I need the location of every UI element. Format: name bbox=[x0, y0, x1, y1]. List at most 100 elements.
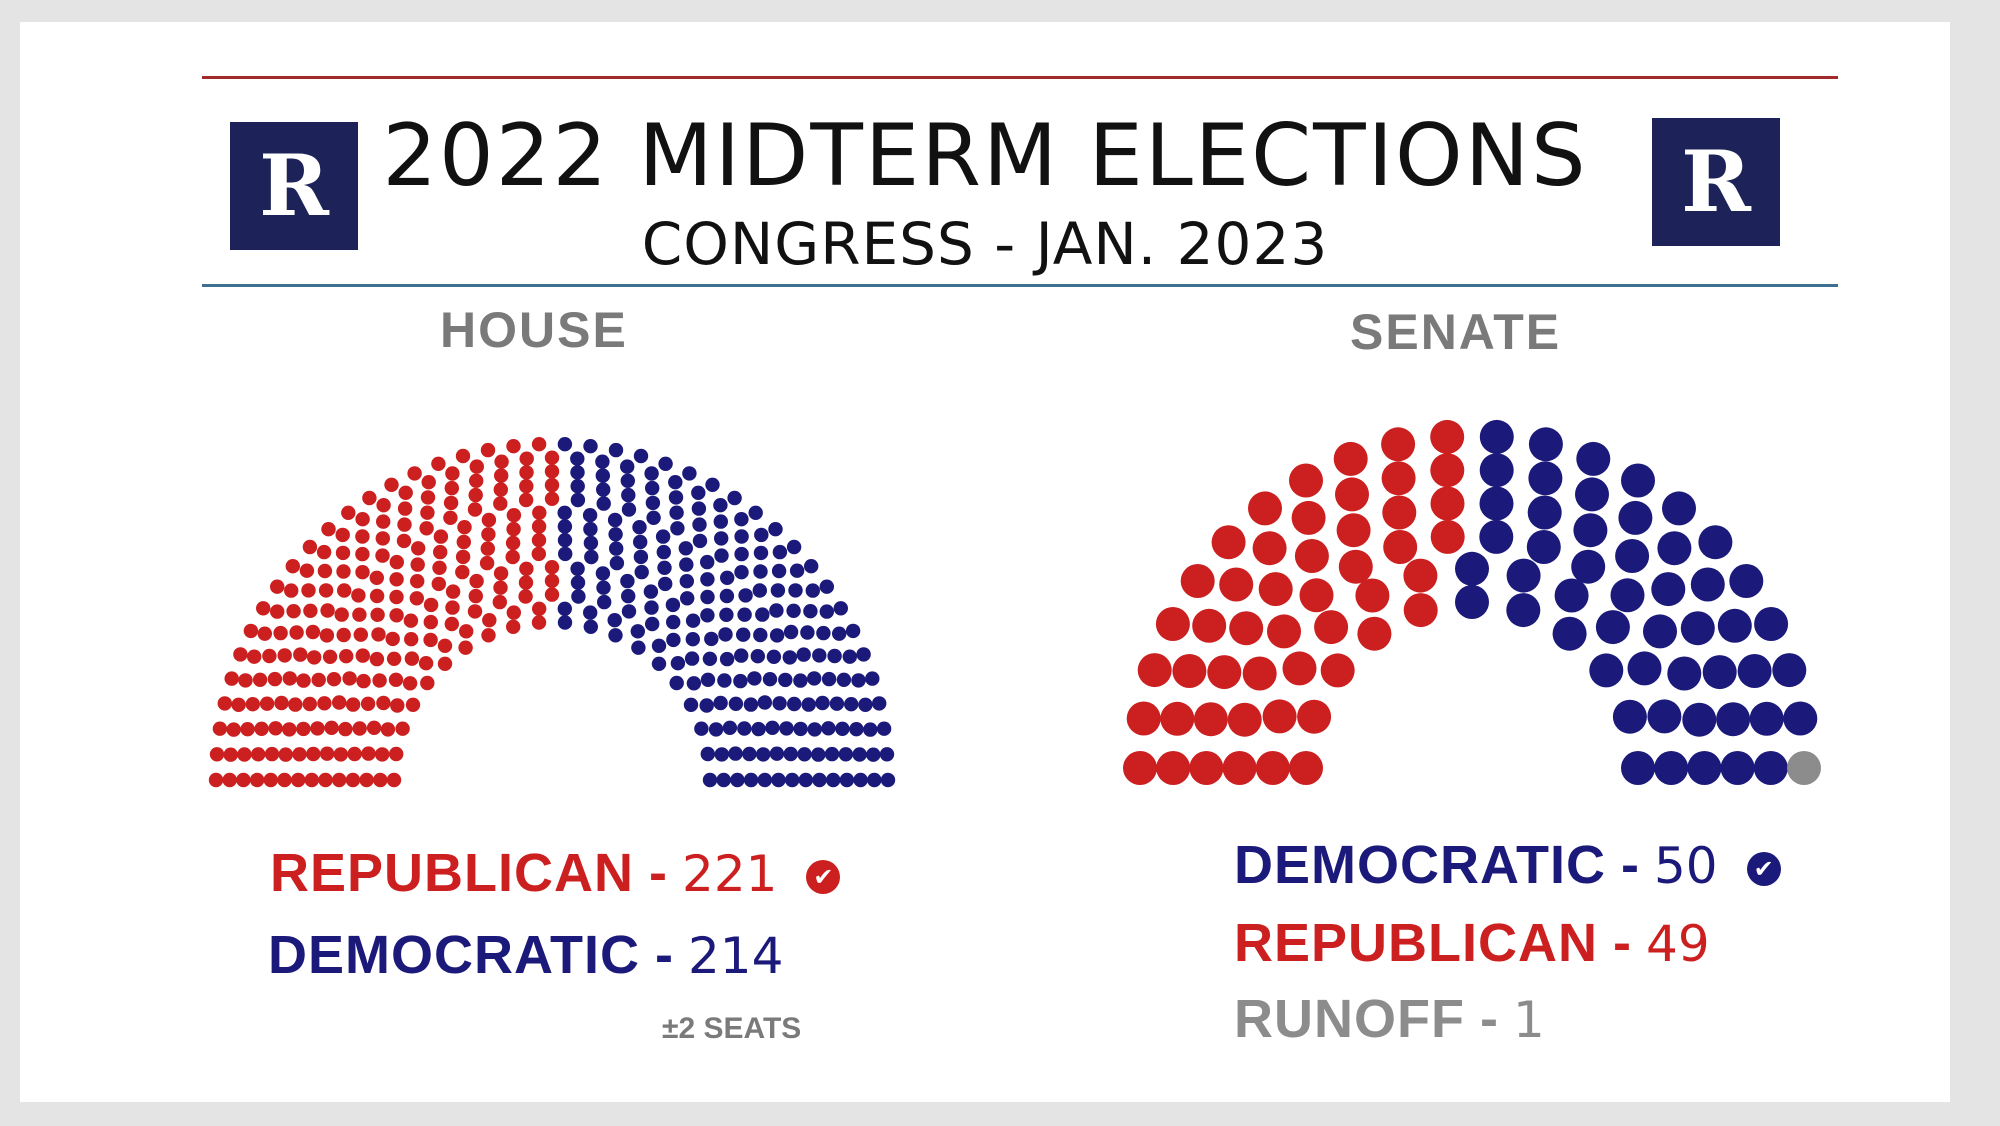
seat-democratic bbox=[787, 696, 802, 712]
seat-democratic bbox=[630, 624, 645, 639]
seat-republican bbox=[531, 437, 547, 452]
seat-republican bbox=[519, 561, 534, 576]
seat-democratic bbox=[651, 638, 667, 653]
seat-republican bbox=[332, 695, 347, 710]
seat-democratic bbox=[804, 559, 819, 574]
senate-legend-value: 50 bbox=[1653, 837, 1718, 895]
seat-democratic bbox=[858, 697, 873, 712]
seat-republican bbox=[411, 541, 426, 556]
seat-republican bbox=[380, 722, 396, 737]
seat-republican bbox=[1382, 495, 1417, 530]
seat-democratic bbox=[669, 505, 684, 520]
seat-republican bbox=[385, 631, 400, 647]
seat-democratic bbox=[1610, 578, 1645, 613]
seat-republican bbox=[1294, 539, 1329, 573]
seat-republican bbox=[1335, 477, 1369, 512]
house-legend-democratic: DEMOCRATIC - 214 bbox=[268, 924, 783, 987]
seat-republican bbox=[1155, 607, 1190, 641]
seat-republican bbox=[369, 651, 385, 667]
seat-democratic bbox=[1662, 491, 1696, 526]
seat-democratic bbox=[1506, 593, 1541, 628]
seat-republican bbox=[455, 549, 471, 565]
seat-democratic bbox=[685, 632, 700, 647]
seat-democratic bbox=[789, 563, 805, 578]
seat-republican bbox=[212, 721, 228, 736]
seat-democratic bbox=[748, 505, 763, 520]
seat-democratic bbox=[719, 651, 735, 667]
seat-democratic bbox=[842, 649, 857, 664]
seat-republican bbox=[259, 696, 275, 711]
seat-democratic bbox=[597, 594, 612, 610]
seat-republican bbox=[319, 746, 335, 761]
seat-democratic bbox=[1716, 702, 1751, 737]
seat-republican bbox=[519, 479, 534, 494]
seat-republican bbox=[1156, 751, 1191, 785]
seat-democratic bbox=[1618, 500, 1653, 535]
seat-democratic bbox=[753, 627, 768, 643]
hemicycle-charts bbox=[208, 419, 1821, 788]
seat-republican bbox=[305, 624, 321, 640]
seat-democratic bbox=[865, 671, 880, 686]
seat-democratic bbox=[752, 583, 767, 598]
seat-democratic bbox=[645, 616, 660, 632]
seat-republican bbox=[302, 539, 318, 555]
seat-democratic bbox=[1479, 419, 1514, 454]
seat-democratic bbox=[821, 671, 837, 687]
seat-republican bbox=[480, 541, 495, 556]
seat-republican bbox=[1222, 751, 1257, 785]
seat-democratic bbox=[582, 508, 598, 523]
seat-republican bbox=[369, 570, 384, 585]
seat-republican bbox=[306, 746, 321, 762]
seat-republican bbox=[324, 720, 339, 735]
seat-republican bbox=[384, 477, 399, 492]
seat-democratic bbox=[570, 492, 586, 508]
seat-republican bbox=[257, 626, 272, 641]
seat-democratic bbox=[816, 625, 831, 641]
seat-democratic bbox=[821, 721, 836, 736]
seat-republican bbox=[338, 721, 353, 737]
seat-democratic bbox=[714, 548, 729, 563]
seat-republican bbox=[433, 544, 448, 560]
seat-democratic bbox=[684, 651, 700, 666]
seat-republican bbox=[519, 465, 534, 480]
seat-democratic bbox=[863, 722, 878, 737]
seat-runoff bbox=[1787, 751, 1821, 785]
seat-republican bbox=[1289, 463, 1323, 498]
seat-republican bbox=[437, 656, 453, 671]
seat-democratic bbox=[713, 514, 728, 529]
seat-democratic bbox=[836, 672, 852, 687]
seat-republican bbox=[375, 747, 390, 762]
house-legend-dash: - bbox=[654, 925, 673, 985]
check-icon: ✔ bbox=[1746, 851, 1781, 886]
seat-democratic bbox=[782, 650, 797, 665]
seat-democratic bbox=[557, 505, 572, 520]
seat-democratic bbox=[800, 625, 815, 640]
seat-republican bbox=[320, 603, 335, 618]
seat-democratic bbox=[692, 517, 707, 532]
seat-democratic bbox=[665, 597, 681, 613]
seat-republican bbox=[355, 512, 370, 527]
seat-republican bbox=[1291, 500, 1326, 535]
seat-republican bbox=[353, 627, 368, 642]
seat-republican bbox=[444, 480, 459, 496]
seat-republican bbox=[245, 697, 260, 712]
seat-republican bbox=[303, 603, 318, 618]
seat-democratic bbox=[699, 698, 714, 713]
seat-republican bbox=[481, 628, 496, 643]
seat-democratic bbox=[583, 619, 598, 634]
seat-republican bbox=[296, 721, 311, 737]
seat-republican bbox=[1333, 441, 1368, 476]
seat-democratic bbox=[1479, 486, 1514, 521]
seat-republican bbox=[389, 608, 404, 623]
seat-republican bbox=[1320, 653, 1355, 688]
seat-democratic bbox=[633, 549, 649, 565]
seat-democratic bbox=[713, 498, 728, 513]
seat-democratic bbox=[807, 671, 822, 686]
seat-democratic bbox=[584, 549, 599, 565]
seat-republican bbox=[341, 505, 356, 520]
seat-republican bbox=[544, 560, 560, 575]
seat-republican bbox=[532, 505, 547, 520]
seat-republican bbox=[233, 647, 248, 662]
seat-republican bbox=[359, 772, 374, 788]
seat-democratic bbox=[719, 607, 734, 622]
